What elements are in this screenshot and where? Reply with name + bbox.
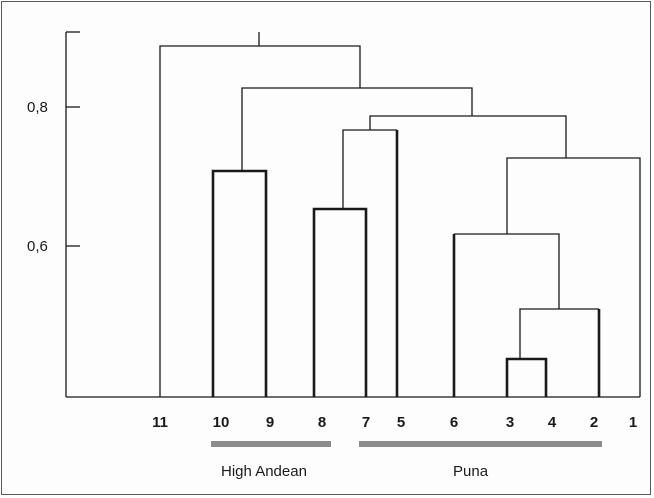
dendrogram-branches [159, 32, 641, 397]
y-tick-label-0-6: 0,6 [27, 238, 48, 255]
branch-puna [506, 157, 641, 397]
leaf-label-2: 2 [590, 414, 598, 431]
group-label-puna: Puna [453, 463, 489, 480]
leaf-label-10: 10 [213, 414, 230, 431]
group-bar-high-andean [211, 441, 331, 447]
leaf-label-5: 5 [397, 414, 405, 431]
branch-8-7 [312, 207, 368, 397]
branch-10-9 [211, 169, 268, 397]
branch-3-4 [505, 357, 548, 397]
leaf-label-7: 7 [362, 414, 370, 431]
group-bar-puna [359, 441, 602, 447]
y-tick-label-0-8: 0,8 [27, 99, 48, 116]
branch-6-group [454, 233, 560, 309]
group-label-high-andean: High Andean [221, 463, 307, 480]
leaf-label-8: 8 [318, 414, 326, 431]
leaf-label-9: 9 [266, 414, 274, 431]
leaf-label-3: 3 [506, 414, 514, 431]
branch-8-7-5 [342, 129, 397, 209]
leaf-label-1: 1 [629, 414, 637, 431]
leaf-label-11: 11 [152, 414, 168, 431]
branch-level-3 [369, 115, 567, 158]
branch-root [159, 32, 361, 397]
branch-3-4-2 [519, 308, 599, 359]
leaf-label-6: 6 [450, 414, 458, 431]
branch-level-2 [241, 87, 473, 171]
leaf-label-4: 4 [548, 414, 557, 431]
